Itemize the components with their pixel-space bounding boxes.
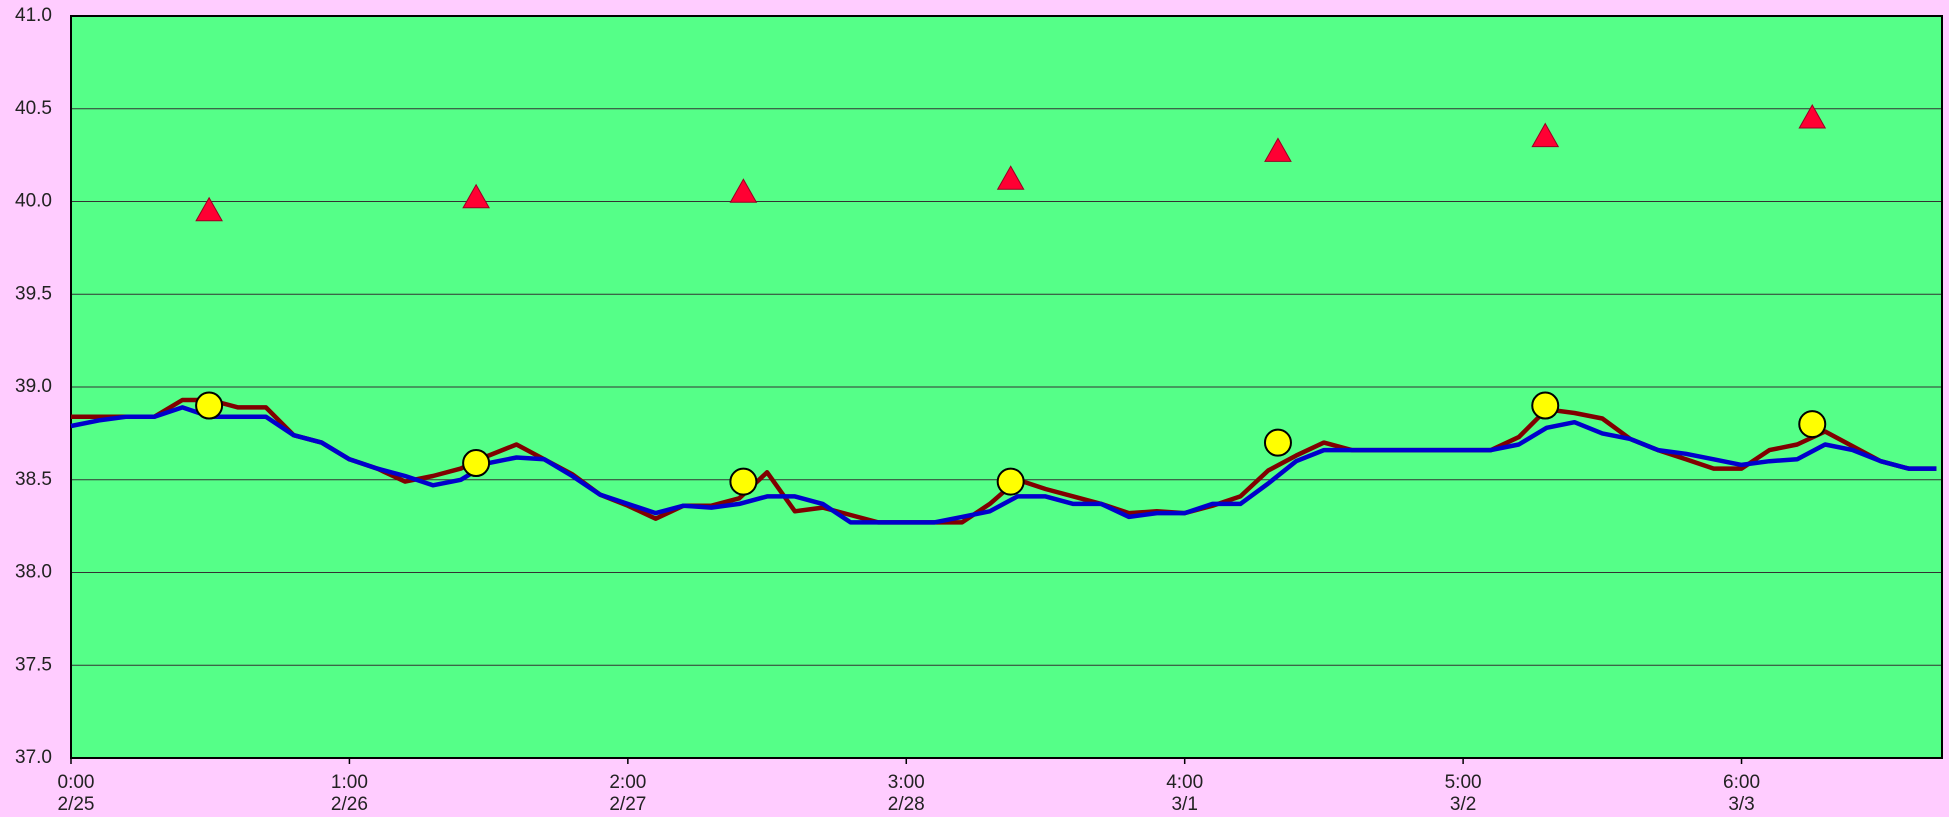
y-tick-label: 38.0 bbox=[15, 562, 52, 583]
y-tick-label: 40.5 bbox=[15, 98, 52, 119]
x-tick-label: 1:00 bbox=[331, 772, 368, 793]
y-tick-label: 39.0 bbox=[15, 376, 52, 397]
circle-marker bbox=[1531, 391, 1560, 420]
plot-border bbox=[70, 15, 1943, 759]
triangle-marker bbox=[195, 196, 223, 222]
x-tick-date: 2/27 bbox=[609, 794, 646, 815]
x-tick-date: 2/28 bbox=[888, 794, 925, 815]
x-tick-date: 3/1 bbox=[1171, 794, 1197, 815]
x-tick-date: 3/2 bbox=[1450, 794, 1476, 815]
x-tick-label: 3:00 bbox=[888, 772, 925, 793]
x-tick-label: 2:00 bbox=[609, 772, 646, 793]
x-tick-label: 4:00 bbox=[1166, 772, 1203, 793]
circle-marker bbox=[996, 467, 1025, 496]
circle-marker bbox=[195, 391, 224, 420]
x-tick-date: 2/26 bbox=[331, 794, 368, 815]
circle-marker bbox=[462, 449, 491, 478]
x-tick-date: 3/3 bbox=[1728, 794, 1754, 815]
triangle-marker bbox=[729, 178, 758, 203]
y-tick-label: 37.5 bbox=[15, 654, 52, 675]
triangle-marker bbox=[462, 183, 490, 209]
y-tick-label: 40.0 bbox=[15, 191, 52, 212]
triangle-marker bbox=[1798, 104, 1827, 129]
triangle-marker bbox=[996, 165, 1025, 190]
triangle-marker bbox=[1531, 122, 1560, 148]
x-tick-label: 0:00 bbox=[58, 772, 95, 793]
x-tick-label: 6:00 bbox=[1723, 772, 1760, 793]
y-tick-label: 41.0 bbox=[15, 5, 52, 26]
y-tick-label: 39.5 bbox=[15, 283, 52, 304]
circle-marker bbox=[1798, 410, 1827, 439]
triangle-marker bbox=[1264, 137, 1292, 162]
series-line bbox=[70, 405, 1937, 525]
circle-marker bbox=[729, 467, 758, 496]
x-tick-date: 2/25 bbox=[58, 794, 95, 815]
x-tick-label: 5:00 bbox=[1445, 772, 1482, 793]
y-tick-label: 38.5 bbox=[15, 469, 52, 490]
circle-marker bbox=[1263, 428, 1292, 457]
y-tick-label: 37.0 bbox=[15, 747, 52, 768]
